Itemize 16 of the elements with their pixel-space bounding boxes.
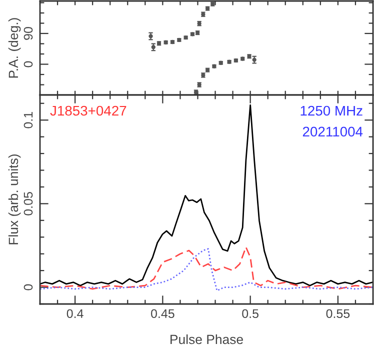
annotation: 20211004 [302, 126, 363, 137]
x-axis-title: Pulse Phase [170, 334, 243, 344]
y-tick-label: 0.05 [24, 192, 33, 216]
y-axis-title: Flux (arb. units) [8, 154, 21, 244]
y-tick-label: 0 [24, 61, 33, 68]
x-tick-label: 0.55 [326, 309, 350, 318]
line-series [40, 104, 373, 286]
annotation: J1853+0427 [50, 106, 126, 116]
x-tick-label: 0.5 [242, 309, 258, 318]
y-tick-label: 0 [24, 284, 33, 290]
y-tick-label: 90 [24, 27, 33, 40]
x-tick-label: 0.45 [151, 309, 174, 318]
y-tick-label: 0.1 [24, 112, 33, 128]
y-axis-title: P.A. (deg.) [8, 18, 21, 78]
x-tick-label: 0.4 [66, 309, 84, 318]
annotation: 1250 MHz [300, 106, 362, 116]
